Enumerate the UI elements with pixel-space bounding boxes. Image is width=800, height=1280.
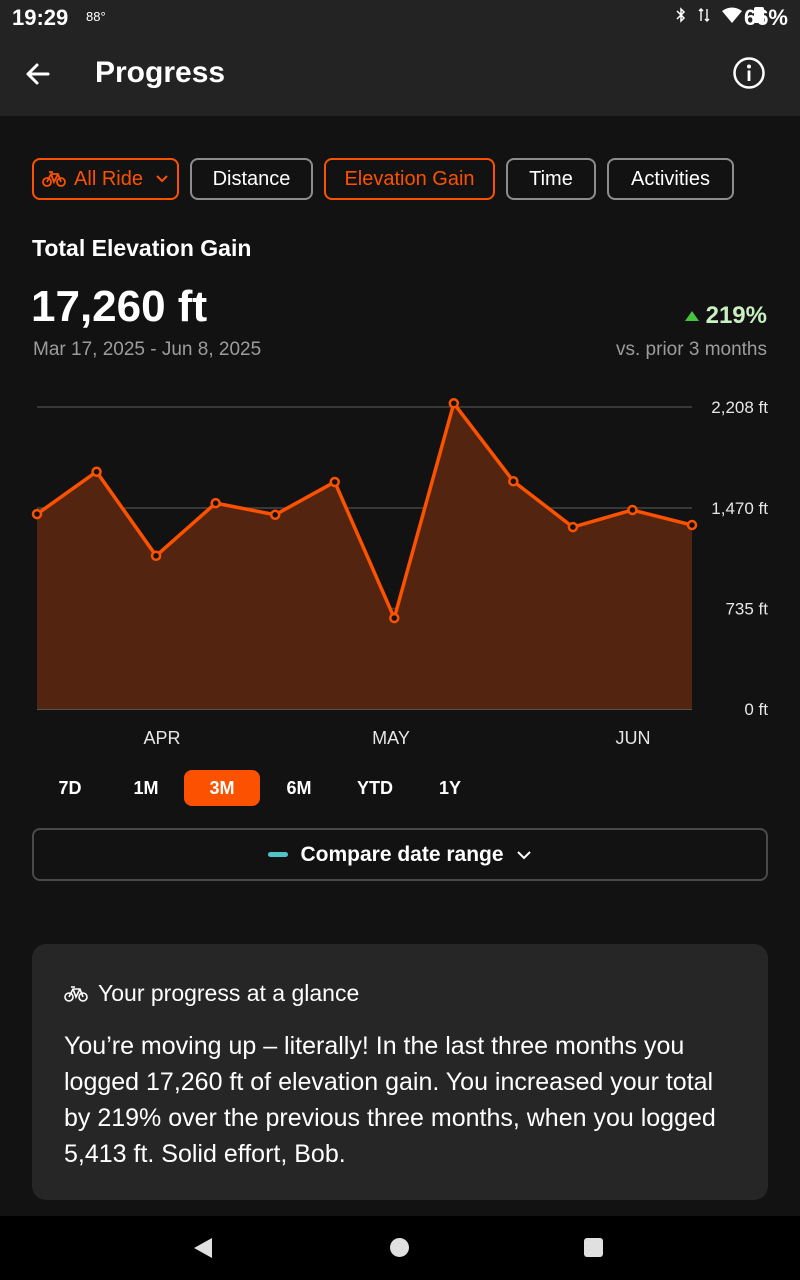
range-label: 1Y <box>438 777 462 798</box>
chip-label: Elevation Gain <box>344 167 475 190</box>
trend-up-icon <box>684 311 699 321</box>
data-point <box>269 509 281 521</box>
metric-chip-elevation-gain[interactable]: Elevation Gain <box>324 158 495 200</box>
arrow-left-icon[interactable] <box>22 58 54 90</box>
status-temperature: 88° <box>86 9 106 24</box>
data-point <box>210 497 221 509</box>
metric-chip-activities[interactable]: Activities <box>607 158 734 200</box>
nav-recents-icon[interactable] <box>584 1238 603 1257</box>
range-1m[interactable]: 1M <box>108 770 184 806</box>
data-point <box>448 398 460 409</box>
chip-label: Distance <box>212 167 291 190</box>
area-fill <box>37 403 692 709</box>
chevron-down-icon <box>156 175 168 183</box>
range-3m[interactable]: 3M <box>184 770 260 806</box>
compare-date-range-button[interactable]: Compare date range <box>32 828 768 881</box>
stat-date-range: Mar 17, 2025 - Jun 8, 2025 <box>33 339 262 360</box>
data-point <box>329 476 340 488</box>
y-tick-label: 1,470 ft <box>711 499 768 518</box>
sport-filter-label: All Ride <box>74 167 143 190</box>
chip-label: Time <box>529 167 573 190</box>
stat-title: Total Elevation Gain <box>32 235 252 261</box>
bike-icon <box>42 171 66 187</box>
range-label: 6M <box>286 777 312 798</box>
info-circle-icon[interactable] <box>732 56 766 90</box>
range-ytd[interactable]: YTD <box>337 770 413 806</box>
compare-series-swatch <box>268 852 289 857</box>
stat-compare-label: vs. prior 3 months <box>616 339 767 360</box>
stat-change-value: 219% <box>705 302 767 329</box>
range-1y[interactable]: 1Y <box>412 770 488 806</box>
y-tick-label: 2,208 ft <box>711 398 768 417</box>
compare-label: Compare date range <box>300 842 504 866</box>
chip-label: Activities <box>631 167 710 190</box>
progress-glance-card: Your progress at a glance You’re moving … <box>32 944 768 1200</box>
data-point <box>686 519 698 531</box>
range-label: YTD <box>357 777 393 798</box>
data-point <box>91 466 102 477</box>
page-title: Progress <box>95 56 226 89</box>
range-7d[interactable]: 7D <box>32 770 108 806</box>
glance-title: Your progress at a glance <box>98 980 360 1006</box>
metric-chip-distance[interactable]: Distance <box>190 158 313 200</box>
range-label: 1M <box>133 777 159 798</box>
glance-header: Your progress at a glance <box>64 980 359 1007</box>
x-tick-label: MAY <box>372 728 410 748</box>
chevron-down-icon <box>516 850 531 859</box>
data-point <box>31 508 43 520</box>
battery-icon <box>754 7 764 23</box>
stat-change: 219% <box>684 302 767 330</box>
stat-total: 17,260 ft <box>31 282 208 331</box>
range-label: 7D <box>58 777 82 798</box>
data-point <box>508 476 519 487</box>
bluetooth-icon <box>676 7 686 23</box>
bike-icon <box>64 985 88 1002</box>
metric-chip-time[interactable]: Time <box>506 158 596 200</box>
data-point <box>150 550 162 562</box>
range-label: 3M <box>209 777 235 798</box>
data-point <box>389 612 400 624</box>
wifi-icon <box>722 7 742 23</box>
y-tick-label: 0 ft <box>744 700 768 719</box>
range-6m[interactable]: 6M <box>261 770 337 806</box>
status-time: 19:29 <box>12 5 69 30</box>
y-tick-label: 735 ft <box>725 599 768 618</box>
series-line <box>35 401 693 620</box>
glance-text: You’re moving up – literally! In the las… <box>64 1032 716 1168</box>
x-tick-label: APR <box>143 728 180 748</box>
signal-icon <box>698 8 710 22</box>
elevation-chart[interactable]: 2,208 ft 1,470 ft 735 ft 0 ft APR MAY JUN <box>0 380 800 760</box>
x-tick-label: JUN <box>616 728 651 748</box>
nav-back-icon[interactable] <box>192 1236 214 1260</box>
data-point <box>627 504 638 516</box>
app-bar: Progress <box>0 36 800 116</box>
status-battery: 66% <box>743 5 788 30</box>
sport-filter-dropdown[interactable]: All Ride <box>32 158 179 200</box>
system-nav-bar <box>0 1216 800 1280</box>
status-bar: 19:29 88° 66% <box>0 0 800 36</box>
status-icons <box>676 7 764 23</box>
data-point <box>567 521 579 533</box>
nav-home-icon[interactable] <box>390 1238 409 1257</box>
